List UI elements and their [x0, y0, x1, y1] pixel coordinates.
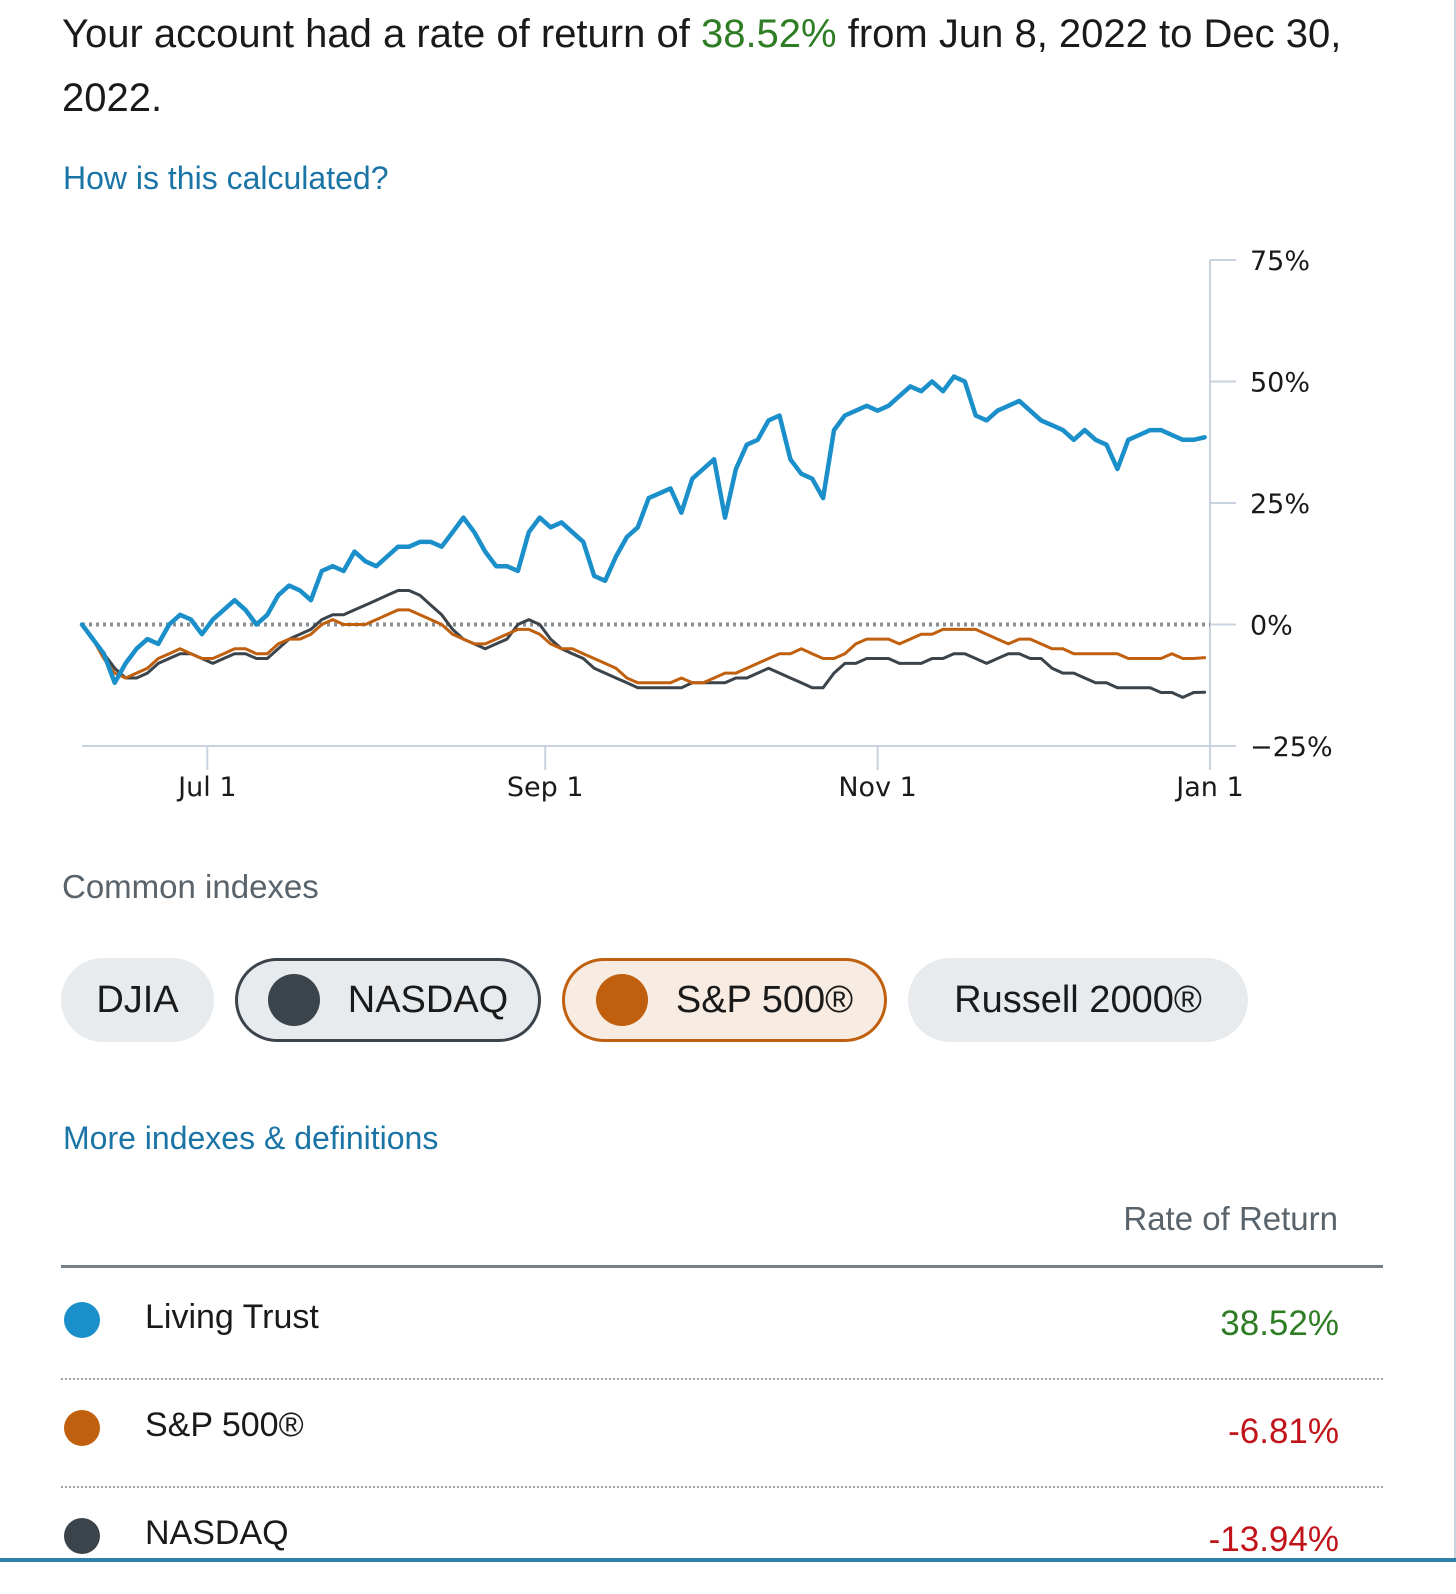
living-trust-color-dot: [64, 1302, 100, 1338]
row-value: -13.94%: [1208, 1520, 1339, 1559]
row-value: 38.52%: [1220, 1304, 1339, 1343]
x-axis: Jul 1 Sep 1 Nov 1 Jan 1: [82, 745, 1244, 803]
y-tick-label: 50%: [1250, 368, 1310, 399]
table-header-divider: [61, 1265, 1383, 1268]
index-chip-sp500[interactable]: S&P 500®: [562, 958, 887, 1042]
table-row: Living Trust 38.52%: [61, 1268, 1383, 1380]
sp500-line: [80, 608, 1207, 685]
x-tick-label: Jul 1: [176, 772, 236, 803]
y-tick-label: 25%: [1250, 489, 1310, 520]
table-row: S&P 500® -6.81%: [61, 1376, 1383, 1488]
summary-rate: 38.52%: [700, 12, 837, 56]
row-name: Living Trust: [145, 1298, 319, 1336]
summary-prefix: Your account had a rate of return of: [62, 12, 701, 56]
y-axis: 75% 50% 25% 0% −25%: [1209, 246, 1333, 763]
chip-label-nasdaq: NASDAQ: [347, 978, 509, 1021]
sp500-row-color-dot: [64, 1410, 100, 1446]
nasdaq-line: [80, 589, 1207, 699]
row-name: NASDAQ: [145, 1514, 289, 1552]
sp500-color-dot: [595, 974, 648, 1026]
chip-label-sp500: S&P 500®: [675, 978, 854, 1021]
window-edge: [1454, 0, 1456, 1562]
summary-suffix: from Jun 8, 2022 to Dec 30, 2022.: [62, 12, 1342, 120]
nasdaq-row-color-dot: [64, 1518, 100, 1554]
rate-of-return-header: Rate of Return: [1123, 1200, 1338, 1237]
more-indexes-link[interactable]: More indexes & definitions: [63, 1120, 439, 1156]
chip-label-russell2000: Russell 2000®: [954, 978, 1202, 1021]
x-tick-label: Sep 1: [507, 772, 584, 803]
chip-label-djia: DJIA: [96, 978, 179, 1021]
living-trust-line: [79, 374, 1207, 686]
index-chip-russell2000[interactable]: Russell 2000®: [908, 958, 1248, 1042]
row-name: S&P 500®: [145, 1406, 304, 1444]
performance-chart: 75% 50% 25% 0% −25% Jul 1 Sep 1 Nov 1 Jan 1: [79, 246, 1333, 803]
index-chip-nasdaq[interactable]: NASDAQ: [235, 958, 541, 1042]
series-lines: [79, 374, 1207, 699]
how-calculated-link[interactable]: How is this calculated?: [63, 160, 389, 196]
return-summary: Your account had a rate of return of 38.…: [62, 2, 1392, 130]
y-tick-label: 75%: [1250, 246, 1310, 277]
nasdaq-color-dot: [267, 974, 320, 1026]
common-indexes-label: Common indexes: [62, 868, 319, 905]
y-tick-label: −25%: [1250, 732, 1333, 763]
bottom-edge: [0, 1558, 1456, 1562]
table-row: NASDAQ -13.94%: [61, 1484, 1383, 1594]
y-tick-label: 0%: [1250, 611, 1293, 642]
row-value: -6.81%: [1228, 1412, 1339, 1451]
x-tick-label: Nov 1: [838, 772, 916, 803]
index-chip-djia[interactable]: DJIA: [61, 958, 214, 1042]
x-tick-label: Jan 1: [1174, 772, 1243, 803]
